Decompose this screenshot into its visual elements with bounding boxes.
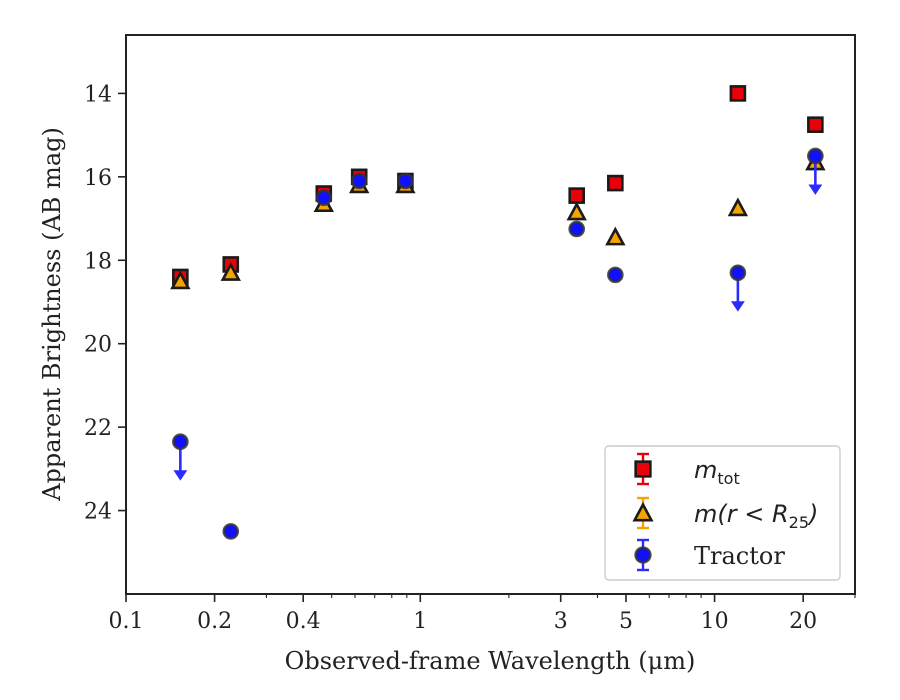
circle-upper-limit-arrow-0-head [173,470,188,481]
x-tick-label-5: 5 [619,609,633,634]
triangle-marker-6 [605,226,626,246]
square-point-7 [729,85,747,102]
legend-marker-1 [632,501,654,522]
legend-entry-triangle: m(r < R25) [632,496,818,532]
circle-point-3 [350,172,368,190]
legend-marker-0 [634,460,652,478]
legend-label-1: m(r < R25) [694,500,818,532]
y-tick-label-3: 20 [84,333,112,358]
triangle-point-1 [220,262,241,281]
triangle-marker-7 [727,197,749,217]
circle-marker-4 [397,172,414,190]
axis-ticks: 0.1 0.2 0.4 1 3 5 10 20 14 16 18 20 22 24 [84,82,856,634]
x-tick-label-1: 0.2 [197,609,232,634]
square-point-8 [807,116,824,133]
circle-upper-limit-arrow-8-head [808,184,823,195]
circle-marker-6 [607,266,624,284]
x-tick-label-6: 10 [701,609,729,634]
legend-box [604,445,841,581]
circle-point-4 [397,172,414,190]
y-tick-label-4: 22 [84,416,112,441]
triangle-marker-1 [220,262,241,281]
legend-label-2: Tractor [694,542,785,570]
y-tick-label-5: 24 [84,500,112,525]
data-marks [170,85,826,540]
circle-point-0 [172,433,189,481]
square-point-5 [568,187,586,204]
square-marker-7 [729,85,747,102]
circle-marker-8 [807,147,824,165]
x-tick-label-2: 0.4 [286,609,321,634]
y-tick-label-1: 16 [84,166,112,191]
circle-marker-0 [172,433,189,451]
y-tick-label-0: 14 [84,82,112,107]
circle-marker-7 [729,264,747,282]
circle-point-6 [607,266,624,284]
triangle-point-7 [727,197,749,217]
x-tick-label-3: 1 [413,609,427,634]
legend-label-0: mtot [694,456,740,488]
circle-point-7 [729,264,747,312]
triangle-marker-5 [566,201,587,221]
square-marker-5 [568,187,586,204]
circle-upper-limit-arrow-7-head [730,301,745,312]
circle-point-5 [568,220,586,238]
x-tick-label-0: 0.1 [109,609,144,634]
circle-point-1 [222,523,240,540]
circle-marker-2 [315,189,333,206]
triangle-point-5 [566,201,587,221]
plot-frame [125,34,856,595]
square-marker-6 [607,174,624,192]
square-marker-8 [807,116,824,133]
x-tick-label-4: 3 [554,609,568,634]
y-axis-title: Apparent Brightness (AB mag) [38,127,66,502]
legend-marker-2 [634,546,652,564]
circle-marker-1 [222,523,240,540]
circle-point-2 [315,189,333,206]
x-axis-title: Observed-frame Wavelength (μm) [285,647,696,675]
triangle-point-6 [605,226,626,246]
square-point-6 [607,174,624,192]
circle-marker-3 [350,172,368,190]
legend-entry-square: mtot [634,452,740,488]
legend-entry-circle: Tractor [634,538,785,572]
legend: mtot m(r < R25) Tractor [604,445,841,581]
y-tick-label-2: 18 [84,249,112,274]
circle-point-8 [807,147,824,195]
triangle-point-0 [170,270,191,290]
x-tick-label-7: 20 [789,609,817,634]
triangle-marker-0 [170,270,191,290]
circle-marker-5 [568,220,586,238]
